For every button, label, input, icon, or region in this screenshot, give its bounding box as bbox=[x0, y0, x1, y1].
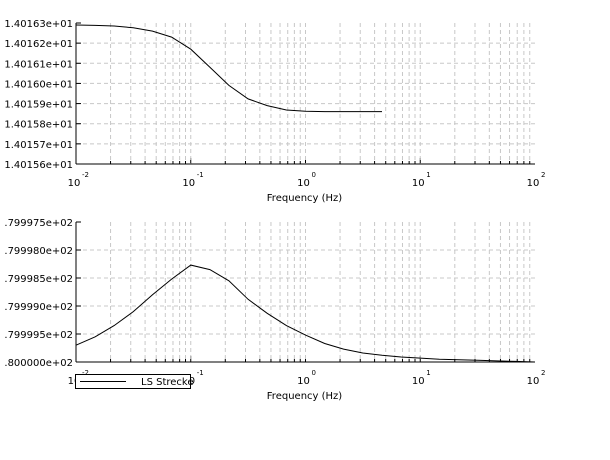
y-tick-label: .799985e+02 bbox=[4, 274, 73, 285]
x-tick-label: 10 bbox=[297, 178, 310, 189]
x-tick-exponent: 0 bbox=[312, 369, 316, 377]
y-tick-label: .799990e+02 bbox=[4, 302, 73, 313]
x-tick-exponent: 0 bbox=[312, 171, 316, 179]
x-tick-exponent: 1 bbox=[426, 369, 430, 377]
x-tick-exponent: 2 bbox=[541, 171, 545, 179]
chart-panel-1: 1.40156e+01 1.40157e+01 1.40158e+01 1.40159… bbox=[4, 19, 545, 204]
y-tick-label: 1.40160e+01 bbox=[4, 79, 73, 90]
y-tick-label: .799975e+02 bbox=[4, 218, 73, 229]
x-axis-title: Frequency (Hz) bbox=[267, 391, 343, 402]
x-tick-label: 10 bbox=[412, 178, 425, 189]
x-axis-title: Frequency (Hz) bbox=[267, 193, 343, 204]
legend-box bbox=[75, 374, 191, 389]
y-tick-label: 1.40157e+01 bbox=[4, 140, 73, 151]
x-tick-exponent: -2 bbox=[82, 171, 89, 179]
series-line-1 bbox=[75, 24, 382, 113]
y-tick-label: 1.40156e+01 bbox=[4, 160, 73, 171]
x-tick-exponent: 1 bbox=[426, 171, 430, 179]
legend: LS Strecke bbox=[75, 374, 194, 389]
chart-panel-2: .799975e+02 .799980e+02 .799985e+02 .799990… bbox=[4, 218, 545, 402]
x-tick-exponent: 2 bbox=[541, 369, 545, 377]
x-tick-label: 10 bbox=[412, 376, 425, 387]
x-tick-label: 10 bbox=[297, 376, 310, 387]
y-tick-label: .800000e+02 bbox=[4, 358, 73, 369]
x-tick-exponent: -1 bbox=[197, 369, 204, 377]
y-tick-label: 1.40161e+01 bbox=[4, 59, 73, 70]
x-tick-label: 10 bbox=[68, 376, 81, 387]
x-tick-label: 10 bbox=[68, 178, 81, 189]
x-tick-exponent: -1 bbox=[197, 171, 204, 179]
x-tick-label: 10 bbox=[527, 178, 540, 189]
series-line-1 bbox=[75, 264, 536, 363]
y-tick-label: .799980e+02 bbox=[4, 246, 73, 257]
y-tick-label: 1.40158e+01 bbox=[4, 120, 73, 131]
x-tick-label: 10 bbox=[527, 376, 540, 387]
y-tick-label: .799995e+02 bbox=[4, 330, 73, 341]
y-tick-label: 1.40159e+01 bbox=[4, 100, 73, 111]
y-tick-label: 1.40162e+01 bbox=[4, 39, 73, 50]
legend-label: LS Strecke bbox=[141, 377, 194, 388]
y-tick-label: 1.40163e+01 bbox=[4, 19, 73, 30]
x-tick-label: 10 bbox=[182, 178, 195, 189]
x-tick-exponent: -2 bbox=[82, 369, 89, 377]
